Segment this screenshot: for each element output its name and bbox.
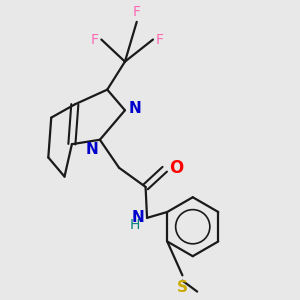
Text: H: H [130,218,140,232]
Text: O: O [169,159,183,177]
Text: S: S [177,280,188,295]
Text: F: F [90,32,98,46]
Text: N: N [131,210,144,225]
Text: N: N [128,101,141,116]
Text: F: F [133,5,141,19]
Text: N: N [86,142,98,157]
Text: F: F [156,32,164,46]
